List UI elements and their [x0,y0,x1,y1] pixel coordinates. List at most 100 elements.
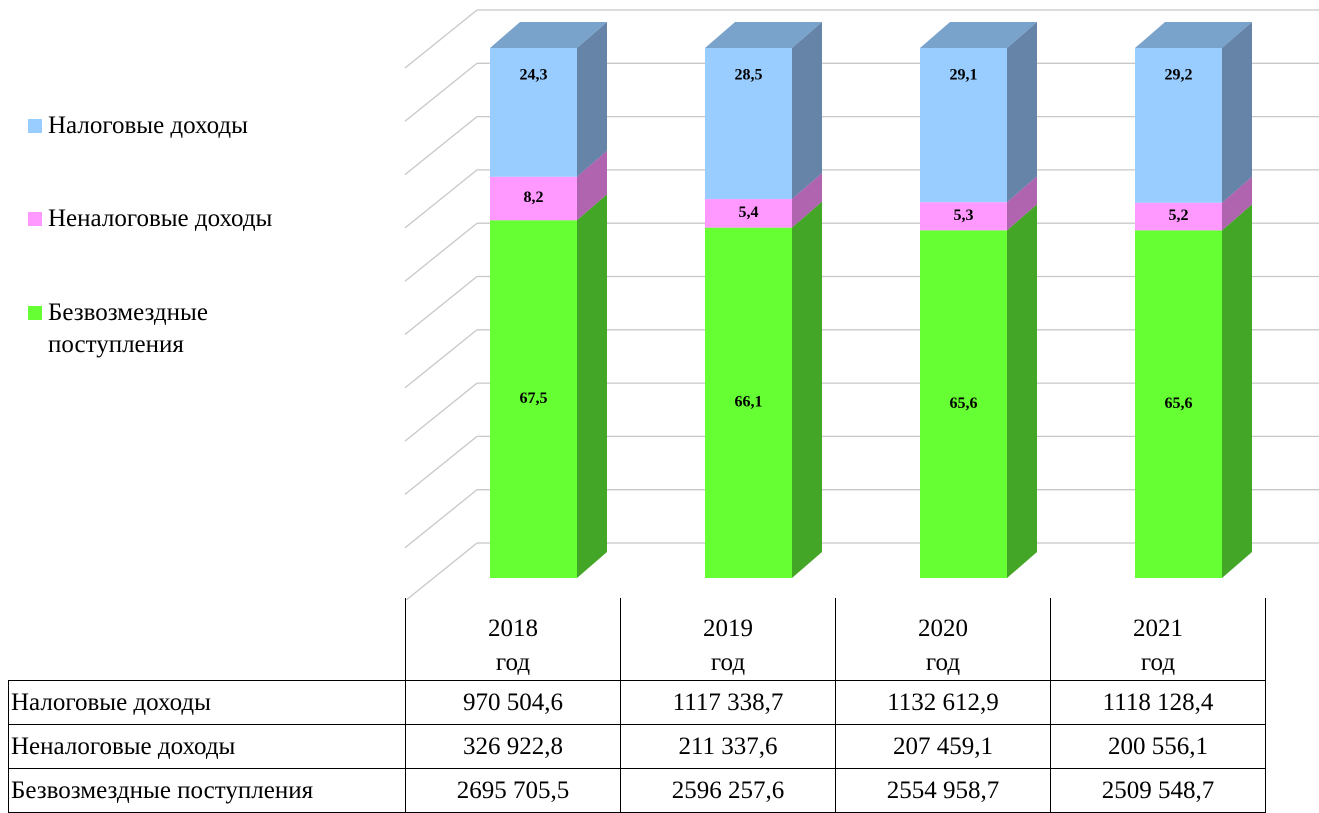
bar-side [577,150,607,221]
bar-segment [490,150,607,221]
grid-line-side [404,222,478,282]
chart: 67,5 8,2 24,3 66,1 5,4 28,5 65,6 5,3 29,1 65,6 5,2… [404,9,1319,600]
bar-side [577,194,607,578]
grid-line-side [404,62,478,122]
table-cell: 2554 958,7 [835,768,1051,813]
bar-front [705,48,792,200]
bar-segment [1135,176,1252,231]
bar-front [920,202,1007,231]
bar-segment [490,22,607,177]
data-label: 28,5 [735,67,763,84]
legend-item: Неналоговые доходы [28,203,328,235]
legend-item: Безвозмездные поступления [28,297,328,361]
table-cell: 1117 338,7 [620,680,836,725]
grid-line-side [404,116,478,176]
row-name: Налоговые доходы [8,680,406,725]
bar-front [920,48,1007,203]
table-header: 2018 год 2019 год 2020 год 2021 год [8,598,1266,681]
grid-line-side [404,275,478,336]
table-header-cell: 2020 год [835,598,1051,681]
table-header-cell: 2021 год [1050,598,1266,681]
data-label: 67,5 [520,390,548,407]
grid-line-side [405,542,478,600]
table-cell: 970 504,6 [405,680,621,725]
table-cell: 207 459,1 [835,724,1051,769]
table-cell: 1118 128,4 [1050,680,1266,725]
category-label: 2018 год [488,615,538,676]
bar-segment [705,22,822,200]
table-cell: 326 922,8 [405,724,621,769]
bar-front [1135,48,1222,203]
row-name: Безвозмездные поступления [8,768,406,813]
bar-segment [705,173,822,228]
bar-front [705,199,792,228]
bar-segment [920,22,1037,203]
row-name: Неналоговые доходы [8,724,406,769]
bar-segment [920,176,1037,231]
bar-side [792,201,822,579]
legend-swatch [28,306,42,320]
data-label: 5,4 [739,204,759,221]
grid-line-side [404,329,478,389]
grid-line-side [404,489,478,549]
data-label: 65,6 [1165,395,1193,412]
table-header-cell: 2019 год [620,598,836,681]
legend-label: Безвозмездные поступления [48,299,208,358]
bar-side [1007,204,1037,578]
legend-item: Налоговые доходы [28,110,328,142]
grid-line-side [404,435,478,495]
table-row: Неналоговые доходы 326 922,8 211 337,6 207 … [8,724,1266,769]
data-label: 29,2 [1165,67,1193,84]
data-label: 65,6 [950,395,978,412]
legend-label: Неналоговые доходы [48,205,273,232]
bar-front [920,230,1007,578]
bar-side [1222,22,1252,203]
data-label: 8,2 [524,189,544,206]
bar-top [1135,22,1252,48]
legend-swatch [28,212,42,226]
data-table: 2018 год 2019 год 2020 год 2021 год Налоговы… [8,598,1266,813]
category-label: 2019 год [703,615,753,676]
bar-side [792,22,822,200]
category-label: 2021 год [1133,615,1183,676]
table-cell: 2596 257,6 [620,768,836,813]
category-label: 2020 год [918,615,968,676]
data-label: 24,3 [520,67,548,84]
bar-front [705,227,792,579]
bar-front [1135,230,1222,578]
bar-top [490,22,607,48]
bar-segment [705,201,822,579]
bar-segment [1135,204,1252,578]
bar-front [490,176,577,221]
bar-front [490,220,577,578]
table-cell: 211 337,6 [620,724,836,769]
grid-line-side [404,169,478,229]
data-label: 66,1 [735,394,763,411]
bar-side [1222,204,1252,578]
table-header-cell: 2018 год [405,598,621,681]
table-corner [8,598,406,681]
bar-segment [490,194,607,578]
grid-line-side [404,382,478,442]
bar-side [577,22,607,177]
grid-line [404,9,1319,69]
table-cell: 2509 548,7 [1050,768,1266,813]
table-cell: 2695 705,5 [405,768,621,813]
bar-side [1222,176,1252,231]
legend-label: Налоговые доходы [48,112,248,139]
bar-top [920,22,1037,48]
table-row: Налоговые доходы 970 504,6 1117 338,7 1132 … [8,680,1266,725]
grid-line-side [404,9,478,69]
bar-front [490,48,577,177]
data-label: 5,2 [1169,207,1189,224]
table-row: Безвозмездные поступления 2695 705,5 2596 … [8,768,1266,813]
legend-swatch [28,119,42,133]
bar-side [792,173,822,228]
bar-segment [1135,22,1252,203]
data-label: 29,1 [950,67,978,84]
bar-front [1135,202,1222,231]
table-cell: 1132 612,9 [835,680,1051,725]
data-label: 5,3 [954,207,974,224]
bar-segment [920,204,1037,578]
